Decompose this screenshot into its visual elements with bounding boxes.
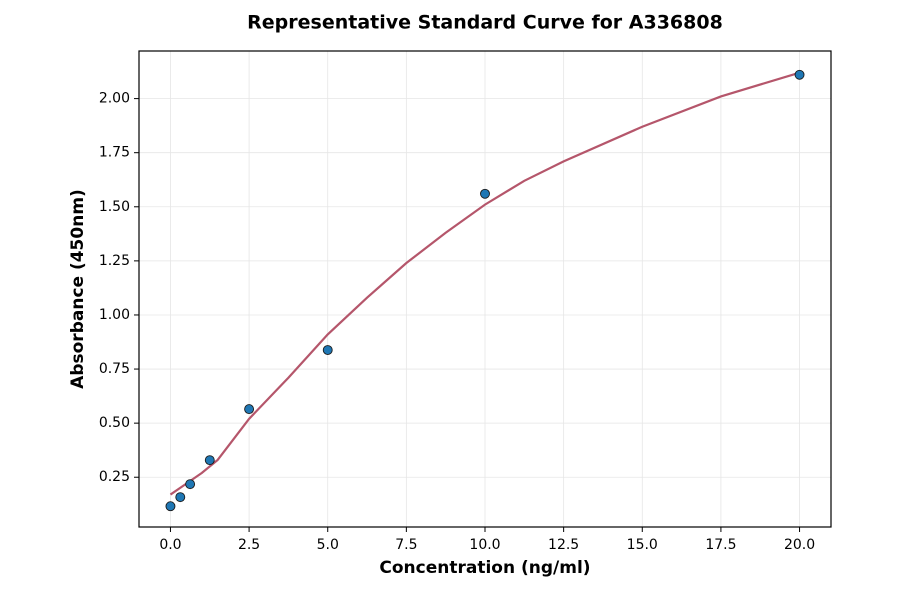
fit-curve <box>169 71 800 496</box>
data-point <box>175 492 186 503</box>
y-tick-label: 1.00 <box>99 307 130 323</box>
x-tick-label: 15.0 <box>627 537 658 553</box>
x-axis-label: Concentration (ng/ml) <box>379 558 590 578</box>
y-tick-label: 0.50 <box>99 415 130 431</box>
data-point <box>244 404 255 415</box>
x-tick-label: 7.5 <box>395 537 417 553</box>
x-tick-label: 12.5 <box>548 537 579 553</box>
y-axis-label: Absorbance (450nm) <box>68 189 88 389</box>
x-tick-label: 10.0 <box>469 537 500 553</box>
y-tick-label: 0.75 <box>99 361 130 377</box>
data-point <box>794 69 805 80</box>
data-point <box>322 345 333 355</box>
chart-title: Representative Standard Curve for A33680… <box>247 12 723 34</box>
y-tick-label: 0.25 <box>99 469 130 485</box>
plot-frame <box>138 50 832 528</box>
x-tick-label: 0.0 <box>159 537 181 553</box>
x-tick-label: 2.5 <box>238 537 260 553</box>
data-point <box>204 455 215 466</box>
data-point <box>185 479 196 490</box>
y-tick-label: 1.50 <box>99 199 130 215</box>
x-tick-label: 20.0 <box>784 537 815 553</box>
data-point <box>165 501 176 512</box>
x-tick-label: 17.5 <box>705 537 736 553</box>
y-tick-label: 1.75 <box>99 145 130 161</box>
data-point <box>480 188 490 199</box>
x-tick-label: 5.0 <box>317 537 339 553</box>
y-tick-label: 1.25 <box>99 253 130 269</box>
y-tick-label: 2.00 <box>99 91 130 107</box>
